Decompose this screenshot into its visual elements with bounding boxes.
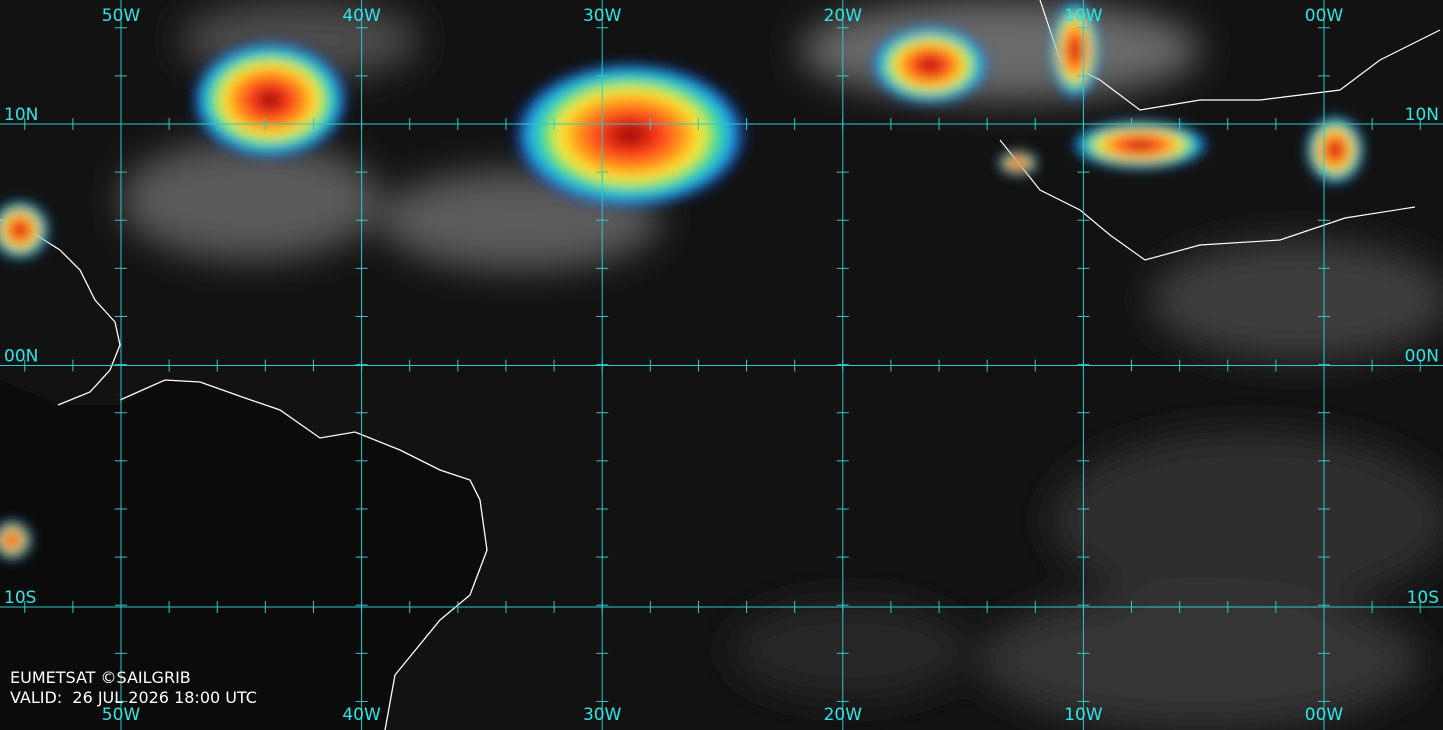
longitude-label: 00W bbox=[1305, 6, 1344, 26]
longitude-label: 20W bbox=[824, 6, 863, 26]
latitude-label: 10N bbox=[4, 105, 38, 125]
credit: EUMETSAT ©SAILGRIB bbox=[10, 668, 191, 687]
longitude-label: 50W bbox=[102, 705, 141, 725]
valid-time: VALID: 26 JUL 2026 18:00 UTC bbox=[10, 688, 257, 707]
latitude-label: 00N bbox=[1405, 347, 1439, 367]
land bbox=[0, 365, 487, 730]
longitude-label: 30W bbox=[583, 705, 622, 725]
longitude-label: 00W bbox=[1305, 705, 1344, 725]
longitude-label: 40W bbox=[342, 705, 381, 725]
storms bbox=[0, 0, 1365, 560]
longitude-label: 10W bbox=[1064, 6, 1103, 26]
longitude-label: 50W bbox=[102, 6, 141, 26]
longitude-label: 10W bbox=[1064, 705, 1103, 725]
latitude-label: 10N bbox=[1405, 105, 1439, 125]
longitude-label: 40W bbox=[342, 6, 381, 26]
latitude-label: 10S bbox=[1407, 588, 1439, 608]
longitude-label: 30W bbox=[583, 6, 622, 26]
latitude-label: 00N bbox=[4, 347, 38, 367]
longitude-label: 20W bbox=[824, 705, 863, 725]
latitude-label: 10S bbox=[4, 588, 36, 608]
